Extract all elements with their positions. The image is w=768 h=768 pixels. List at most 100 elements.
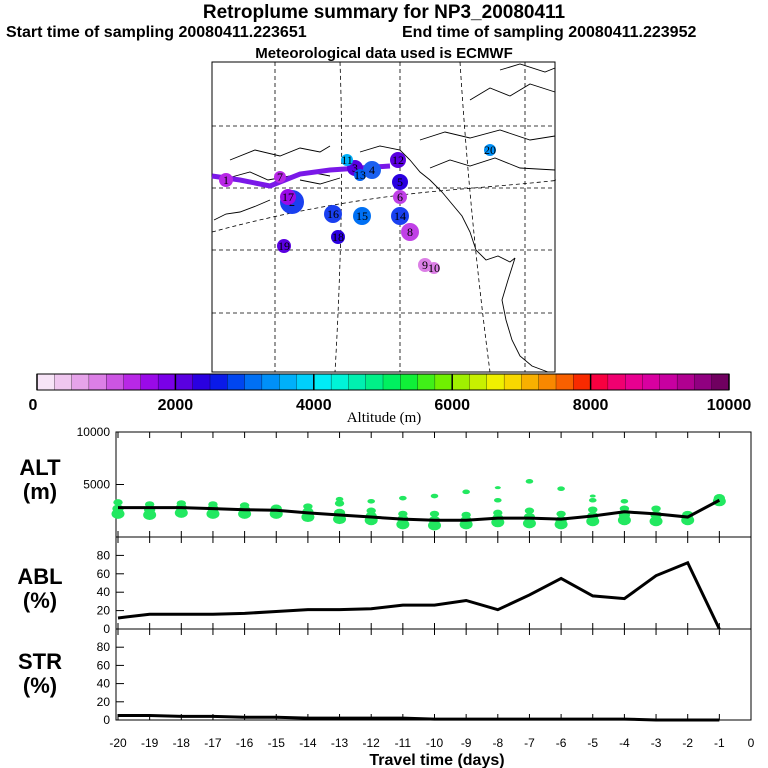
y-tick-label: 60 xyxy=(97,658,111,672)
colorbar-swatch xyxy=(330,373,349,391)
x-tick-label: -1 xyxy=(714,736,725,750)
alt-scatter-point xyxy=(239,502,250,509)
alt-ylabel-top: ALT xyxy=(19,455,61,480)
map-point-label: 19 xyxy=(278,239,290,253)
colorbar-swatch xyxy=(227,373,246,391)
alt-ylabel-bottom: (m) xyxy=(22,479,58,504)
colorbar-swatch xyxy=(175,373,194,391)
colorbar-swatch xyxy=(71,373,90,391)
map-point xyxy=(354,169,366,181)
alt-scatter-point xyxy=(525,479,534,484)
colorbar-tick-label: 4000 xyxy=(296,397,332,414)
map-point xyxy=(353,207,371,225)
alt-scatter-point xyxy=(524,507,535,514)
colorbar-swatch xyxy=(36,373,55,391)
colorbar-swatch xyxy=(607,373,626,391)
map-point xyxy=(392,174,408,190)
x-axis-title: Travel time (days) xyxy=(369,752,504,768)
colorbar-swatch xyxy=(573,373,592,391)
alt-scatter-point xyxy=(620,499,629,504)
met-data-label: Meteorological data used is ECMWF xyxy=(255,45,513,62)
x-tick-label: -16 xyxy=(236,736,254,750)
x-tick-label: -10 xyxy=(426,736,444,750)
map-graticule xyxy=(211,61,557,373)
map-point xyxy=(393,190,407,204)
alt-scatter-point xyxy=(113,499,123,506)
colorbar-swatch xyxy=(140,373,159,391)
str-panel-frame xyxy=(115,628,752,721)
colorbar-swatch xyxy=(209,373,228,391)
x-tick-label: -18 xyxy=(173,736,191,750)
y-tick-label: 20 xyxy=(97,695,111,709)
abl-ylabel-top: ABL xyxy=(17,564,63,589)
colorbar-swatch xyxy=(538,373,557,391)
map-point-label: 12 xyxy=(392,153,404,167)
colorbar-swatch xyxy=(642,373,661,391)
x-tick-label: -6 xyxy=(556,736,567,750)
y-tick-label: 0 xyxy=(103,622,110,636)
colorbar-swatch xyxy=(417,373,436,391)
map-point xyxy=(391,207,409,225)
alt-scatter-point xyxy=(366,507,376,514)
abl-ylabel-bottom: (%) xyxy=(22,588,58,613)
map-point-label: 14 xyxy=(394,209,406,223)
colorbar-tick-label: 6000 xyxy=(434,397,470,414)
colorbar-swatch xyxy=(486,373,505,391)
alt-scatter-point xyxy=(557,486,565,492)
colorbar-swatch xyxy=(365,373,384,391)
abl-ylabel: ABL (%) xyxy=(0,565,80,613)
colorbar-swatch xyxy=(503,373,522,391)
colorbar-swatch xyxy=(157,373,176,391)
alt-scatter-point xyxy=(494,486,501,490)
map-point-label: 3 xyxy=(352,161,358,175)
alt-scatter-point xyxy=(556,510,566,518)
colorbar-swatch xyxy=(676,373,695,391)
end-time-label: End time of sampling 20080411.223952 xyxy=(402,24,697,41)
map-point xyxy=(324,205,342,223)
x-tick-label: -15 xyxy=(268,736,286,750)
x-tick-label: -4 xyxy=(619,736,630,750)
colorbar-swatch xyxy=(400,373,419,391)
map-point-label: 1 xyxy=(223,173,229,187)
page-title: Retroplume summary for NP3_20080411 xyxy=(202,2,566,23)
colorbar-swatch xyxy=(296,373,315,391)
colorbar-swatch xyxy=(106,373,124,391)
x-tick-label: -2 xyxy=(682,736,693,750)
map-point xyxy=(363,161,381,179)
map-point-label: 5 xyxy=(397,175,403,189)
colorbar-swatch xyxy=(261,373,280,391)
colorbar-tick-label: 2000 xyxy=(158,397,194,414)
altitude-colorbar: 0 2000 4000 6000 8000 10000 xyxy=(29,373,751,414)
str-series-line xyxy=(118,713,720,722)
trajectory-map: 1234567891011121314151617181920 xyxy=(211,61,557,373)
y-tick-label: 5000 xyxy=(83,478,110,492)
map-point-label: 17 xyxy=(282,190,294,204)
coastlines xyxy=(213,63,556,373)
x-tick-label: -9 xyxy=(461,736,472,750)
map-point-label: 4 xyxy=(369,163,375,177)
alt-scatter-point xyxy=(208,501,218,508)
colorbar-swatch xyxy=(711,373,730,391)
map-point-label: 15 xyxy=(356,209,368,223)
y-tick-label: 80 xyxy=(97,548,111,562)
map-frame xyxy=(211,61,556,373)
colorbar-tick-label: 0 xyxy=(29,397,38,414)
map-point xyxy=(277,239,291,253)
x-tick-label: -14 xyxy=(299,736,317,750)
colorbar-swatch xyxy=(348,373,367,391)
map-point xyxy=(428,262,440,274)
y-tick-label: 40 xyxy=(97,677,111,691)
alt-scatter-point xyxy=(429,510,440,518)
colorbar-swatch xyxy=(382,373,401,391)
colorbar-swatch xyxy=(469,373,488,391)
map-point-label: 8 xyxy=(407,225,413,239)
abl-series-line xyxy=(117,560,721,630)
y-tick-label: 60 xyxy=(97,567,111,581)
alt-series-line xyxy=(118,498,721,522)
alt-scatter-point xyxy=(462,489,470,495)
map-point-label: 18 xyxy=(332,230,344,244)
alt-scatter-point xyxy=(619,505,630,512)
x-tick-label: -7 xyxy=(524,736,535,750)
